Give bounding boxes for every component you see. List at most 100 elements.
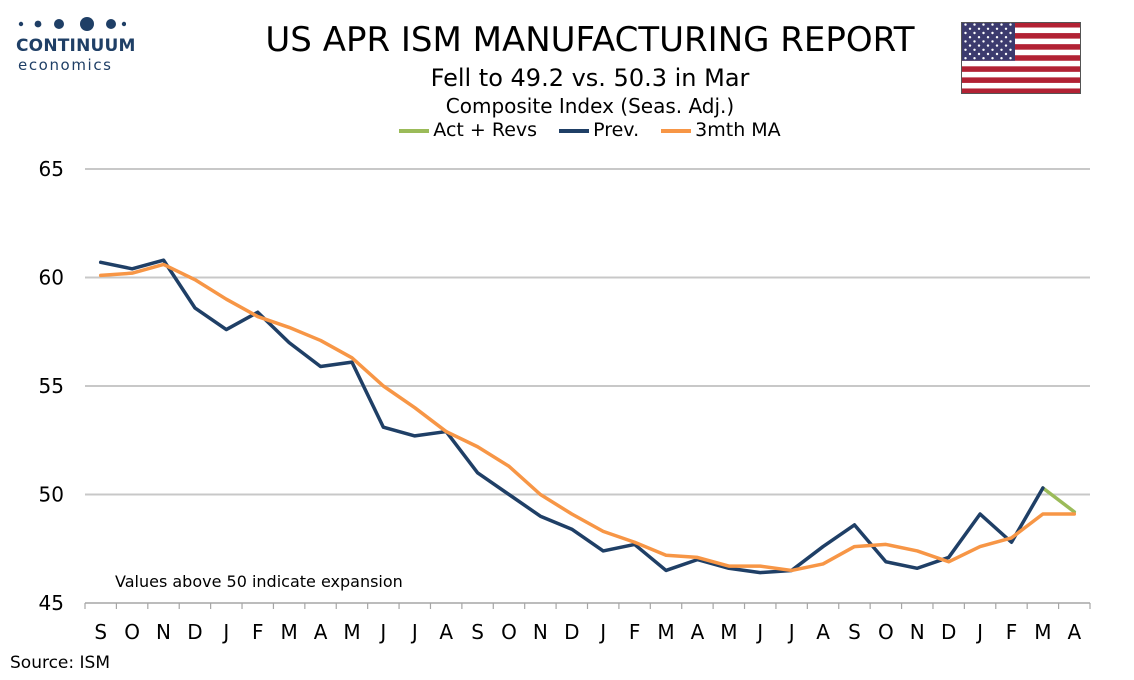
logo-wordmark: CONTINUUM <box>16 36 136 56</box>
x-tick-label: A <box>691 620 705 644</box>
flag-star <box>1004 36 1008 39</box>
y-tick-label: 65 <box>39 157 64 181</box>
x-tick-label: S <box>848 620 861 644</box>
flag-star <box>977 36 981 39</box>
flag-star <box>1000 23 1003 26</box>
x-tick-label: J <box>378 620 386 644</box>
flag-star <box>1004 44 1008 47</box>
logo-tagline: economics <box>18 56 113 74</box>
flag-star <box>964 57 967 60</box>
flag-star <box>1009 40 1012 43</box>
x-tick-label: M <box>281 620 298 644</box>
x-tick-label: A <box>816 620 830 644</box>
flag-star <box>1000 57 1003 60</box>
legend-label-act-revs: Act + Revs <box>433 119 538 141</box>
y-tick-label: 50 <box>39 483 64 507</box>
flag-star <box>986 44 990 47</box>
x-tick-label: M <box>343 620 360 644</box>
x-tick-label: N <box>533 620 548 644</box>
y-tick-label: 55 <box>39 374 64 398</box>
flag-star <box>995 36 999 39</box>
flag-star <box>995 44 999 47</box>
flag-star <box>968 27 972 30</box>
chart-subtitle: Fell to 49.2 vs. 50.3 in Mar <box>430 64 750 92</box>
legend-label-prev: Prev. <box>593 119 640 141</box>
legend: Act + Revs Prev. 3mth MA <box>0 119 1134 141</box>
legend-swatch-3mth-ma <box>661 128 692 133</box>
x-tick-label: J <box>787 620 795 644</box>
flag-star <box>982 23 985 26</box>
x-tick-label: D <box>941 620 956 644</box>
grid-lines <box>85 168 1090 604</box>
x-tick-label: A <box>1067 620 1081 644</box>
series-line-act-revs <box>1041 486 1077 514</box>
flag-star <box>964 40 967 43</box>
legend-swatch-prev <box>559 128 590 133</box>
x-tick-label: J <box>410 620 418 644</box>
source-note: Source: ISM <box>10 653 110 673</box>
x-tick-label: M <box>657 620 674 644</box>
legend-swatch-act-revs <box>399 128 430 133</box>
x-tick-label: O <box>878 620 894 644</box>
flag-star <box>973 23 976 26</box>
x-tick-label: J <box>598 620 606 644</box>
y-axis-label: Composite Index (Seas. Adj.) <box>445 94 735 118</box>
flag-star <box>964 23 967 26</box>
flag-star <box>977 52 981 56</box>
y-tick-label: 45 <box>39 591 64 615</box>
x-tick-label: O <box>124 620 140 644</box>
flag-star <box>982 40 985 43</box>
x-tick-label: A <box>439 620 453 644</box>
legend-item-3mth-ma: 3mth MA <box>661 119 781 141</box>
flag-star <box>1004 27 1008 30</box>
logo-dots-icon <box>16 16 127 36</box>
legend-item-prev: Prev. <box>559 119 639 141</box>
series-line-prev <box>98 258 1045 575</box>
flag-star <box>1009 57 1012 60</box>
flag-star <box>995 27 999 30</box>
flag-star <box>982 57 985 60</box>
x-tick-label: O <box>501 620 517 644</box>
flag-star <box>964 31 967 35</box>
flag-star <box>1009 48 1012 51</box>
chart-annotation: Values above 50 indicate expansion <box>115 572 403 591</box>
flag-star <box>991 57 994 60</box>
x-tick-label: S <box>471 620 484 644</box>
chart-title: US APR ISM MANUFACTURING REPORT <box>265 20 915 60</box>
x-tick-label: F <box>252 620 264 644</box>
flag-star <box>986 36 990 39</box>
flag-star <box>986 52 990 56</box>
legend-item-act-revs: Act + Revs <box>399 119 537 141</box>
x-tick-label: A <box>314 620 328 644</box>
flag-star <box>1000 31 1003 35</box>
flag-star <box>982 48 985 51</box>
flag-star <box>991 31 994 35</box>
x-tick-label: J <box>975 620 983 644</box>
x-tick-label: J <box>755 620 763 644</box>
flag-star <box>1009 31 1012 35</box>
x-tick-label: D <box>187 620 202 644</box>
y-tick-label: 60 <box>39 266 64 290</box>
flag-star <box>1000 48 1003 51</box>
flag-star <box>1000 40 1003 43</box>
flag-star <box>986 27 990 30</box>
x-tick-label: M <box>720 620 737 644</box>
flag-star <box>1004 52 1008 56</box>
x-tick-label: F <box>1006 620 1018 644</box>
flag-star <box>991 23 994 26</box>
flag-star <box>968 36 972 39</box>
flag-star <box>982 31 985 35</box>
x-tick-label: N <box>910 620 925 644</box>
x-tick-label: J <box>221 620 229 644</box>
flag-star <box>991 48 994 51</box>
x-tick-label: D <box>564 620 579 644</box>
x-tick-label: N <box>156 620 171 644</box>
y-axis-ticks: 45 50 55 60 65 <box>39 157 64 615</box>
us-flag-icon <box>961 22 1081 98</box>
flag-star <box>973 57 976 60</box>
x-tick-label: M <box>1034 620 1051 644</box>
flag-star <box>1009 23 1012 26</box>
flag-star <box>995 52 999 56</box>
flag-star <box>973 31 976 35</box>
